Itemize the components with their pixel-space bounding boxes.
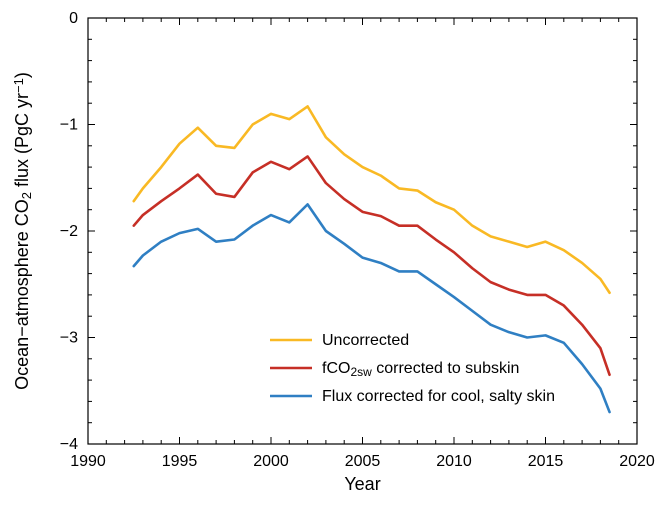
x-axis-label: Year [344,474,380,494]
chart-svg: 1990 1995 2000 2005 2010 2015 2020 0 −1 −2 −3 −4 Yea… [0,0,657,506]
xtick-label: 1990 [70,453,106,470]
xtick-label: 1995 [162,453,198,470]
legend-label: Flux corrected for cool, salty skin [322,388,555,405]
ytick-label: −1 [60,117,78,134]
chart-bg [0,0,657,506]
ytick-label: −3 [60,330,78,347]
xtick-label: 2010 [436,453,472,470]
xtick-label: 2020 [619,453,655,470]
xtick-label: 2015 [528,453,564,470]
legend-label: Uncorrected [322,332,409,349]
co2-flux-chart: 1990 1995 2000 2005 2010 2015 2020 0 −1 −2 −3 −4 Yea… [0,0,657,506]
xtick-label: 2005 [345,453,381,470]
ytick-label: 0 [69,10,78,27]
ytick-label: −4 [60,436,78,453]
y-axis-label: Ocean−atmosphere CO2 flux (PgC yr−1) [11,72,34,390]
ytick-label: −2 [60,223,78,240]
xtick-label: 2000 [253,453,289,470]
